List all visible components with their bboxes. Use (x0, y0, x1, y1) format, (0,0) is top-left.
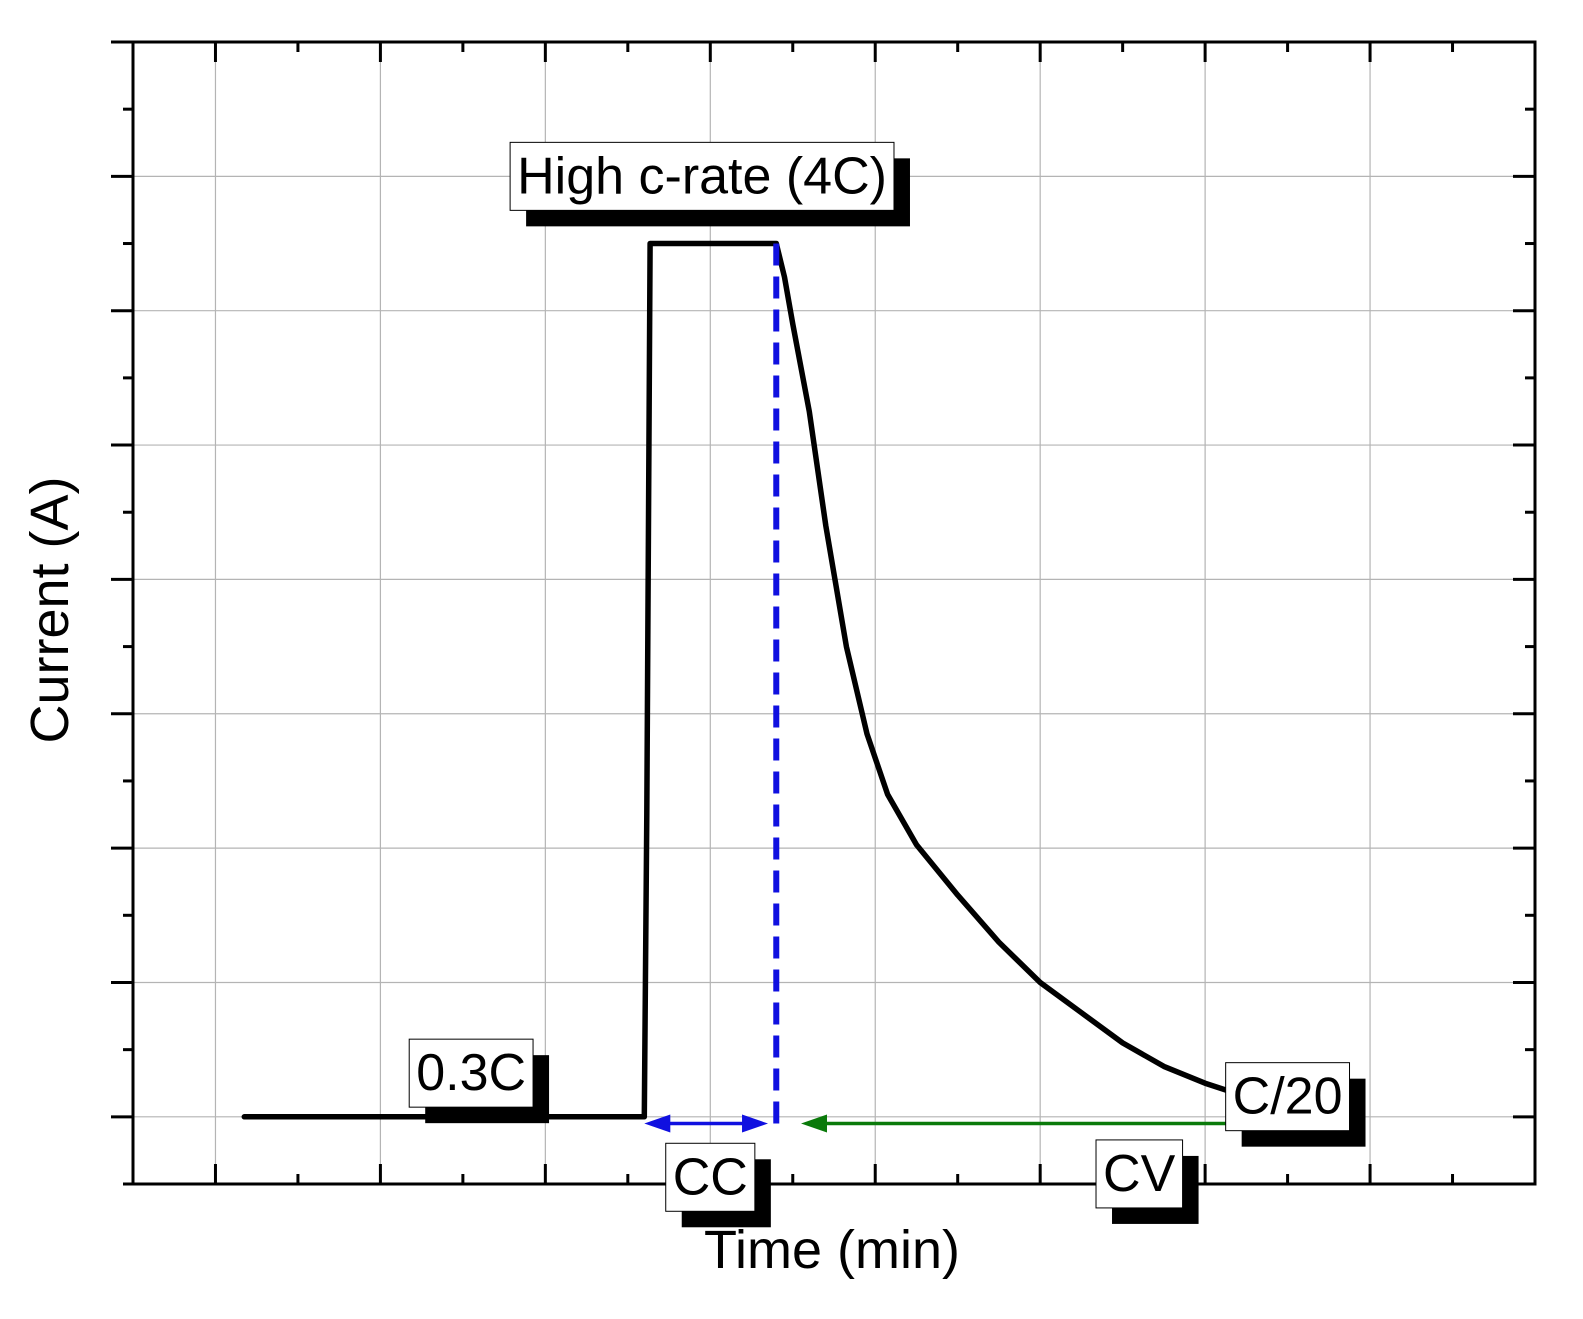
callout-text: 0.3C (416, 1044, 526, 1102)
callout-text: CC (673, 1148, 748, 1206)
callout-text: C/20 (1233, 1068, 1343, 1126)
cc-arrow (644, 1114, 769, 1133)
arrow-head-left (801, 1114, 828, 1133)
label-c-20: C/20 (1225, 1062, 1366, 1147)
x-axis-label: Time (min) (704, 1220, 960, 1280)
label-high-c-rate: High c-rate (4C) (509, 141, 910, 227)
callout-text: CV (1103, 1145, 1176, 1203)
marker-layer (644, 243, 1350, 1133)
callout-box (509, 141, 895, 211)
arrow-head-left (644, 1114, 671, 1133)
current-curve (241, 240, 1353, 1127)
plot-frame (131, 40, 1537, 1186)
label-cv: CV (1095, 1139, 1199, 1224)
callout-box (1225, 1062, 1351, 1132)
label-cc: CC (665, 1142, 771, 1228)
series-layer (241, 240, 1353, 1127)
annotation-layer: High c-rate (4C) 0.3C C/20 CC CV (408, 141, 1366, 1228)
callout-text: High c-rate (4C) (517, 147, 887, 205)
arrow-head-right (742, 1114, 769, 1133)
callout-box (665, 1142, 756, 1212)
y-axis-label: Current (A) (20, 476, 80, 743)
callout-box (408, 1038, 534, 1108)
label-0-3c: 0.3C (408, 1038, 550, 1124)
callout-box (1095, 1139, 1184, 1209)
